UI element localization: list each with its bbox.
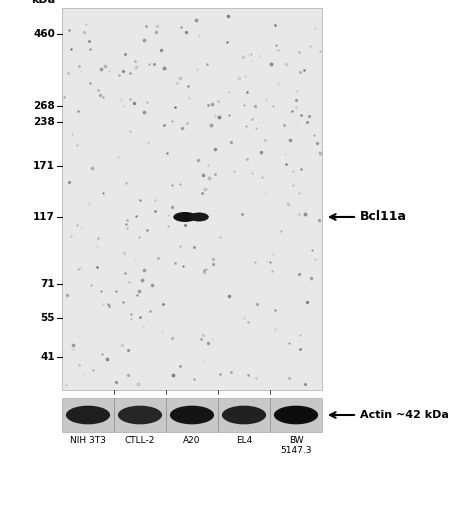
Text: Bcl11a: Bcl11a <box>360 211 407 223</box>
Text: CTLL-2: CTLL-2 <box>125 436 155 445</box>
Ellipse shape <box>274 406 318 424</box>
Bar <box>62 8 322 390</box>
Text: EL4: EL4 <box>236 436 252 445</box>
Ellipse shape <box>173 212 197 222</box>
Text: 71: 71 <box>40 278 55 289</box>
Text: 117: 117 <box>33 212 55 222</box>
Ellipse shape <box>118 406 162 424</box>
Ellipse shape <box>189 213 209 221</box>
Text: 238: 238 <box>33 117 55 127</box>
Text: NIH 3T3: NIH 3T3 <box>70 436 106 445</box>
Bar <box>62 398 322 432</box>
Ellipse shape <box>222 406 266 424</box>
Text: 460: 460 <box>33 29 55 39</box>
Text: BW
5147.3: BW 5147.3 <box>280 436 312 455</box>
Ellipse shape <box>170 406 214 424</box>
Text: 171: 171 <box>33 161 55 171</box>
Ellipse shape <box>66 406 110 424</box>
Text: kDa: kDa <box>31 0 55 5</box>
Text: Actin ~42 kDa: Actin ~42 kDa <box>360 410 449 420</box>
Text: 268: 268 <box>33 101 55 111</box>
Text: 41: 41 <box>40 352 55 362</box>
Text: A20: A20 <box>183 436 201 445</box>
Text: 55: 55 <box>41 313 55 323</box>
